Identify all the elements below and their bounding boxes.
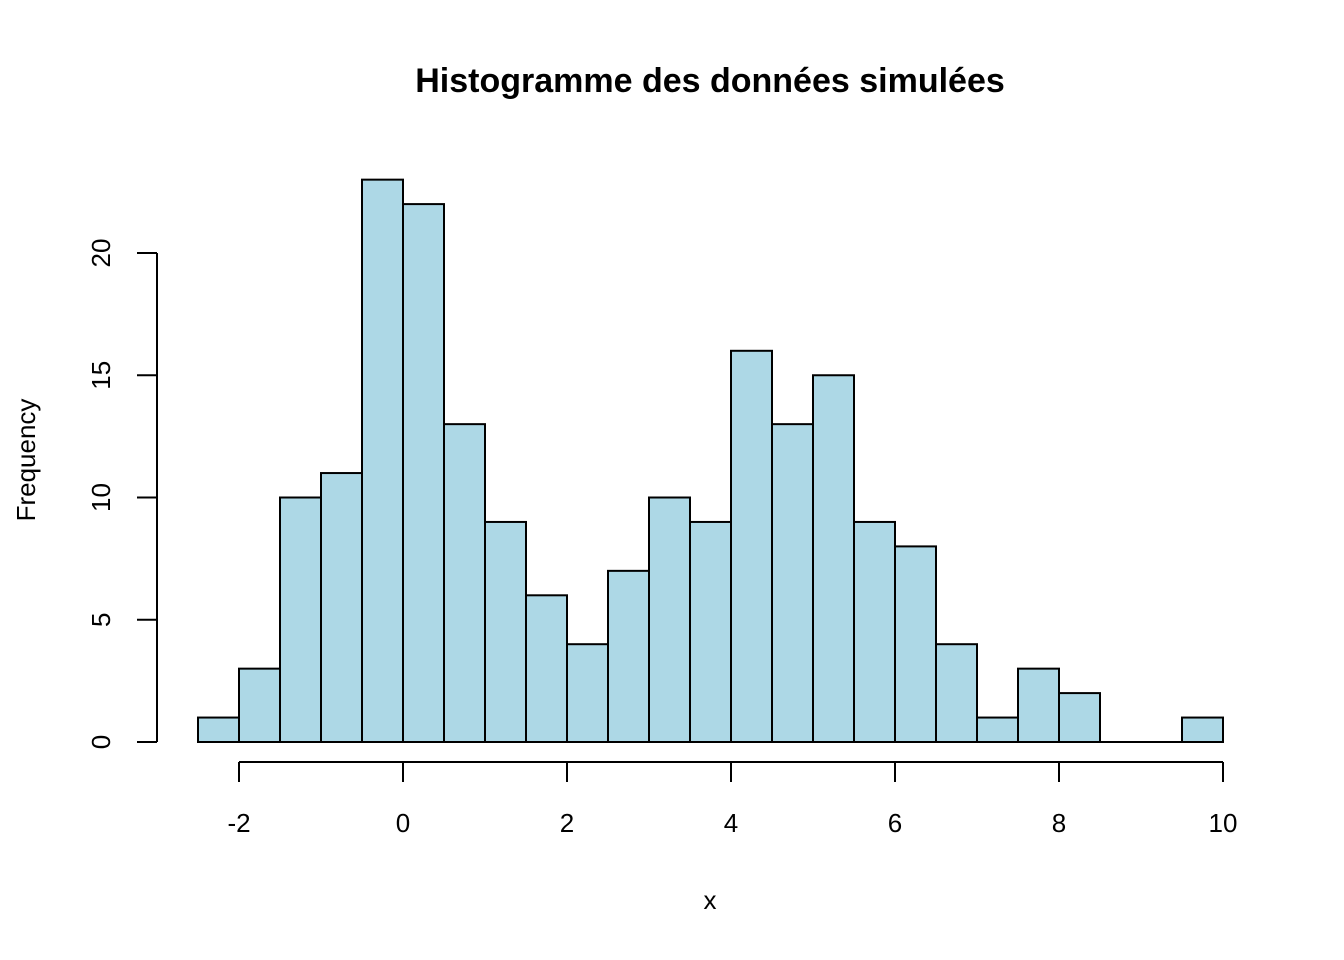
histogram-bar: [853, 520, 896, 744]
histogram-bar: [976, 716, 1019, 743]
x-tick-label: 2: [560, 808, 574, 838]
histogram-bar: [279, 496, 322, 743]
x-tick-label: 8: [1052, 808, 1066, 838]
histogram-bar: [1017, 667, 1060, 744]
histogram-bar: [730, 349, 773, 743]
x-tick-label: 6: [888, 808, 902, 838]
histogram-bar: [238, 667, 281, 744]
histogram-bar: [197, 716, 240, 743]
x-tick-label: -2: [227, 808, 250, 838]
histogram-bar: [607, 569, 650, 743]
histogram-bar: [771, 423, 814, 743]
x-tick-label: 0: [396, 808, 410, 838]
y-tick-label: 20: [86, 239, 116, 268]
histogram-bar: [689, 520, 732, 744]
x-tick-label: 4: [724, 808, 738, 838]
histogram-bar: [935, 643, 978, 744]
y-tick-label: 15: [86, 361, 116, 390]
histogram-bar: [812, 374, 855, 743]
bars-group: [197, 178, 1224, 744]
histogram-bar: [1181, 716, 1224, 743]
histogram-bar: [402, 203, 445, 744]
chart-title: Histogramme des données simulées: [415, 62, 1005, 100]
y-axis: 0 5 10 15 20: [86, 239, 158, 749]
x-axis: -2 0 2 4 6 8 10: [227, 761, 1238, 838]
x-axis-label: x: [704, 885, 717, 915]
y-tick-label: 10: [86, 483, 116, 512]
histogram-bar: [1058, 692, 1101, 743]
histogram-bar: [361, 178, 404, 743]
y-tick-label: 0: [86, 735, 116, 749]
histogram-bar: [320, 472, 363, 743]
histogram-bar: [648, 496, 691, 743]
histogram-bar: [484, 520, 527, 744]
y-axis-label: Frequency: [11, 399, 41, 522]
histogram-bar: [443, 423, 486, 743]
x-tick-label: 10: [1209, 808, 1238, 838]
y-tick-label: 5: [86, 613, 116, 627]
histogram-bar: [566, 643, 609, 744]
histogram-bar: [525, 594, 568, 743]
histogram-bar: [894, 545, 937, 744]
